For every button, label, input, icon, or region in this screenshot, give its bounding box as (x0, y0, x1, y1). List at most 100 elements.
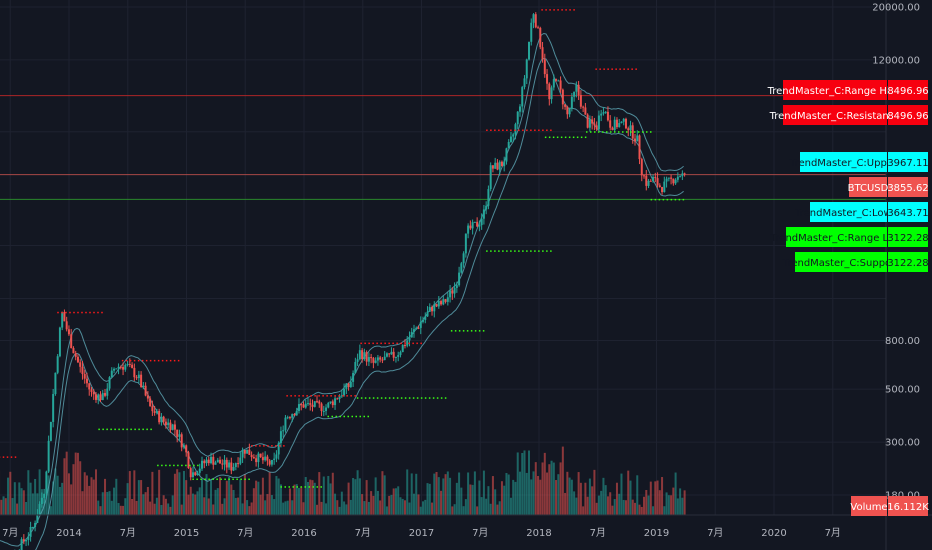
volume-bar (54, 468, 57, 515)
level-dot (228, 478, 230, 481)
volume-bar (306, 481, 309, 515)
candle-body (58, 327, 61, 357)
candle-body (25, 540, 28, 542)
candle-body (451, 290, 454, 294)
volume-bar (442, 478, 445, 515)
volume-bar (440, 490, 443, 515)
level-dot (622, 131, 624, 133)
level-dot (331, 415, 333, 418)
candle-body (458, 272, 461, 286)
candle-body (259, 453, 262, 458)
volume-bar (318, 472, 321, 515)
candle-body (683, 173, 686, 175)
volume-bar (417, 494, 420, 515)
candle-body (76, 356, 79, 363)
volume-bar (539, 479, 542, 515)
volume-bar (250, 502, 253, 515)
volume-bar (293, 484, 296, 515)
candle-body (284, 417, 287, 431)
candle-body (216, 459, 219, 463)
volume-bar (67, 473, 70, 515)
candle-body (286, 417, 289, 419)
candle-body (588, 119, 591, 128)
volume-bar (349, 499, 352, 515)
volume-bar (679, 488, 682, 515)
candle-body (539, 27, 542, 48)
volume-bar (604, 485, 607, 515)
level-dot (642, 131, 644, 133)
candle-body (593, 123, 596, 126)
price-tick-label: 800.00 (885, 336, 920, 347)
level-dot (149, 359, 152, 362)
volume-bar (352, 477, 355, 515)
volume-bar (38, 469, 41, 515)
volume-bar (354, 479, 357, 515)
level-dot (157, 359, 160, 362)
volume-bar (505, 472, 508, 515)
level-dot (561, 9, 563, 11)
volume-bar (90, 477, 93, 515)
level-dot (615, 68, 617, 70)
volume-bar (117, 503, 120, 515)
candle-body (65, 321, 68, 330)
volume-bar (232, 489, 235, 515)
volume-bar (568, 477, 571, 515)
level-dot (506, 129, 508, 132)
volume-bar (81, 491, 84, 515)
candle-body (173, 424, 176, 430)
level-dot (368, 397, 371, 399)
candle-body (349, 381, 352, 388)
level-dot (611, 68, 613, 70)
candle-body (361, 350, 364, 360)
volume-bar (518, 471, 521, 515)
candle-body (428, 306, 431, 312)
candle-body (672, 178, 675, 184)
volume-bar (487, 486, 490, 515)
candle-body (374, 360, 377, 363)
candle-body (658, 185, 661, 188)
candle-body (304, 403, 307, 408)
candle-body (559, 80, 562, 90)
level-dot (590, 131, 592, 133)
candle-body (108, 377, 111, 389)
level-dot (125, 359, 128, 362)
volume-bar (412, 493, 415, 515)
candle-body (564, 104, 567, 107)
level-dot (454, 330, 457, 332)
candle-body (88, 383, 91, 390)
level-dot (560, 136, 563, 139)
volume-bar (2, 496, 5, 515)
level-dot (240, 478, 242, 481)
candle-body (512, 134, 515, 137)
volume-bar (458, 472, 461, 515)
candle-body (419, 321, 422, 328)
volume-bar (343, 501, 346, 515)
candle-body (291, 414, 294, 418)
candle-body (573, 91, 576, 97)
candle-body (92, 391, 95, 395)
time-tick-label: 2016 (291, 528, 316, 539)
candle-body (634, 138, 637, 142)
volume-bar (104, 478, 107, 515)
level-dot (118, 428, 120, 431)
candle-body (363, 352, 366, 360)
time-axis[interactable]: 7月 2014 7月 2015 7月 2016 7月 2017 7月 2018 7月 2019 7月 20… (0, 514, 932, 539)
volume-bar (672, 487, 675, 515)
level-dot (77, 311, 79, 314)
volume-bar (277, 478, 280, 515)
volume-bar (683, 490, 686, 515)
candle-body (70, 334, 73, 349)
candle-body (124, 365, 127, 370)
candle-body (325, 407, 328, 411)
candle-body (602, 112, 605, 114)
volume-bar (634, 502, 637, 515)
candle-body (494, 162, 497, 169)
volume-bar (223, 498, 226, 515)
level-dot (666, 198, 669, 201)
volume-bar (406, 469, 409, 515)
level-dot (138, 428, 140, 431)
level-dot (530, 250, 532, 252)
candle-body (399, 352, 402, 356)
volume-bar (555, 480, 558, 515)
